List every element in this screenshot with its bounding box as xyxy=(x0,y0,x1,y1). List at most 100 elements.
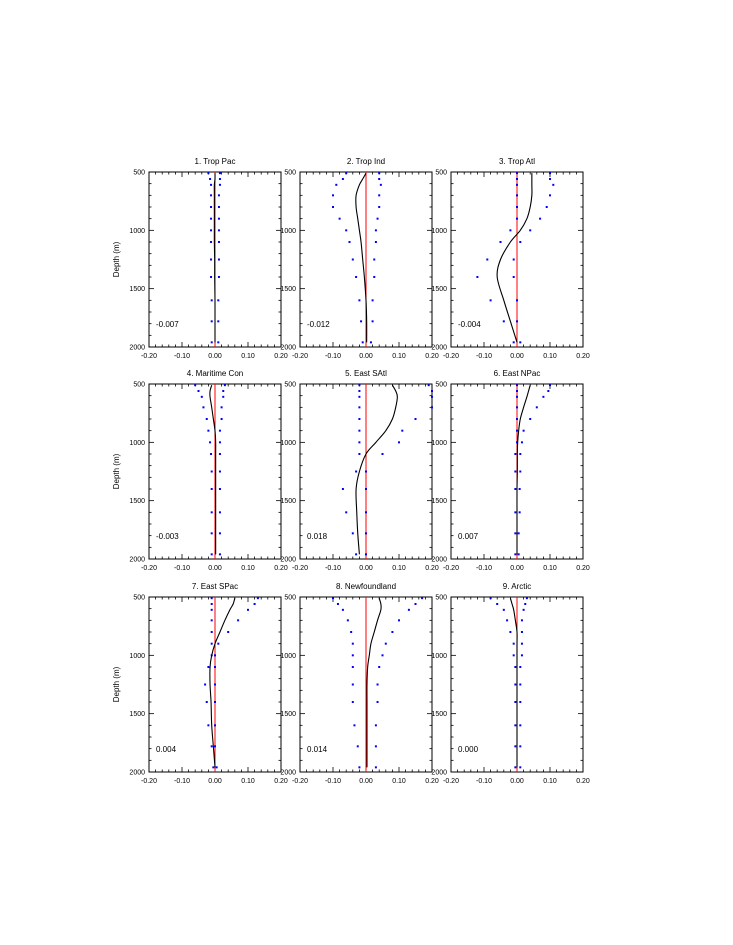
x-tick-label: 0.10 xyxy=(543,353,557,360)
lower-bound-point xyxy=(358,441,361,444)
mean-profile-line xyxy=(366,598,382,768)
y-tick-label: 2000 xyxy=(431,770,447,777)
upper-bound-point xyxy=(217,194,220,197)
y-tick-label: 1000 xyxy=(280,653,296,660)
lower-bound-point xyxy=(358,766,361,769)
y-tick-label: 1000 xyxy=(280,440,296,447)
lower-bound-point xyxy=(516,178,518,180)
y-tick-label: 1000 xyxy=(431,653,447,660)
upper-bound-point xyxy=(218,183,221,186)
x-tick-label: 0.20 xyxy=(274,778,288,785)
lower-bound-point xyxy=(351,654,354,657)
lower-bound-point xyxy=(348,241,351,243)
upper-bound-point xyxy=(421,597,424,600)
upper-bound-point xyxy=(217,241,220,243)
lower-bound-point xyxy=(486,258,489,261)
upper-bound-point xyxy=(519,453,522,455)
upper-bound-point xyxy=(427,384,430,387)
lower-bound-point xyxy=(512,341,515,344)
y-tick-label: 1500 xyxy=(280,498,296,505)
x-tick-label: -0.20 xyxy=(141,565,157,572)
upper-bound-point xyxy=(519,666,522,668)
lower-bound-point xyxy=(514,470,517,473)
lower-bound-point xyxy=(210,488,213,490)
upper-bound-point xyxy=(217,299,220,302)
upper-bound-point xyxy=(529,418,532,420)
panel-value-label: -0.004 xyxy=(458,320,481,329)
x-tick-label: -0.20 xyxy=(141,778,157,785)
upper-bound-point xyxy=(217,206,220,208)
mean-profile-line xyxy=(496,173,533,343)
upper-bound-point xyxy=(519,683,522,686)
upper-bound-point xyxy=(376,217,379,220)
y-tick-label: 1500 xyxy=(129,286,145,293)
panel-8: 8. Newfoundland -0.20 -0.10 0.00 0.10 0.20 500… xyxy=(280,582,438,785)
upper-bound-point xyxy=(217,229,220,232)
upper-bound-point xyxy=(391,631,394,633)
upper-bound-point xyxy=(374,745,377,748)
upper-bound-point xyxy=(518,488,521,490)
panel-value-label: -0.012 xyxy=(307,320,330,329)
upper-bound-point xyxy=(373,258,376,261)
lower-bound-point xyxy=(207,666,210,668)
lower-bound-point xyxy=(514,453,517,455)
upper-bound-point xyxy=(378,178,381,180)
upper-bound-point xyxy=(407,608,410,611)
lower-bound-point xyxy=(502,608,505,611)
panel-9: 9. Arctic -0.20 -0.10 0.00 0.10 0.20 500 1000 15… xyxy=(431,582,589,785)
lower-bound-point xyxy=(351,666,354,668)
y-tick-label: 500 xyxy=(435,595,447,602)
x-tick-label: 0.00 xyxy=(359,778,373,785)
mean-profile-line xyxy=(509,598,518,768)
upper-bound-point xyxy=(218,511,221,514)
lower-bound-point xyxy=(514,666,517,668)
lower-bound-point xyxy=(489,299,492,302)
lower-bound-point xyxy=(506,619,509,622)
lower-bound-point xyxy=(210,341,213,344)
upper-bound-point xyxy=(398,619,400,622)
y-tick-label: 1000 xyxy=(129,653,145,660)
upper-bound-point xyxy=(535,406,538,409)
lower-bound-point xyxy=(516,390,518,392)
lower-bound-point xyxy=(496,603,499,605)
lower-bound-point xyxy=(345,511,348,514)
upper-bound-point xyxy=(522,608,525,611)
upper-bound-point xyxy=(552,183,555,186)
y-tick-label: 1500 xyxy=(129,711,145,718)
upper-bound-point xyxy=(214,683,216,686)
lower-bound-point xyxy=(489,597,492,600)
lower-bound-point xyxy=(514,766,517,769)
y-tick-label: 500 xyxy=(284,170,296,177)
panel-value-label: 0.004 xyxy=(156,745,177,754)
lower-bound-point xyxy=(207,724,210,727)
lower-bound-point xyxy=(210,320,213,323)
upper-bound-point xyxy=(365,470,367,473)
upper-bound-point xyxy=(525,597,528,600)
upper-bound-point xyxy=(547,390,550,392)
lower-bound-point xyxy=(358,384,361,387)
lower-bound-point xyxy=(514,488,517,490)
mean-profile-line xyxy=(516,385,531,555)
upper-bound-point xyxy=(520,642,523,645)
upper-bound-point xyxy=(519,745,522,748)
panel-title: 8. Newfoundland xyxy=(336,582,396,591)
upper-bound-point xyxy=(218,453,221,455)
x-tick-label: -0.10 xyxy=(476,565,492,572)
upper-bound-point xyxy=(431,406,433,409)
upper-bound-point xyxy=(365,553,367,556)
upper-bound-point xyxy=(214,724,216,727)
lower-bound-point xyxy=(360,320,363,323)
lower-bound-point xyxy=(210,608,213,611)
x-tick-label: 0.00 xyxy=(510,778,524,785)
x-tick-label: 0.20 xyxy=(274,353,288,360)
upper-bound-point xyxy=(431,390,433,392)
panel-value-label: 0.000 xyxy=(458,745,479,754)
lower-bound-point xyxy=(516,217,518,220)
x-tick-label: -0.20 xyxy=(443,353,459,360)
panel-value-label: 0.014 xyxy=(307,745,328,754)
lower-bound-point xyxy=(356,745,359,748)
upper-bound-point xyxy=(414,418,417,420)
x-tick-label: -0.10 xyxy=(325,778,341,785)
y-tick-label: 500 xyxy=(435,382,447,389)
